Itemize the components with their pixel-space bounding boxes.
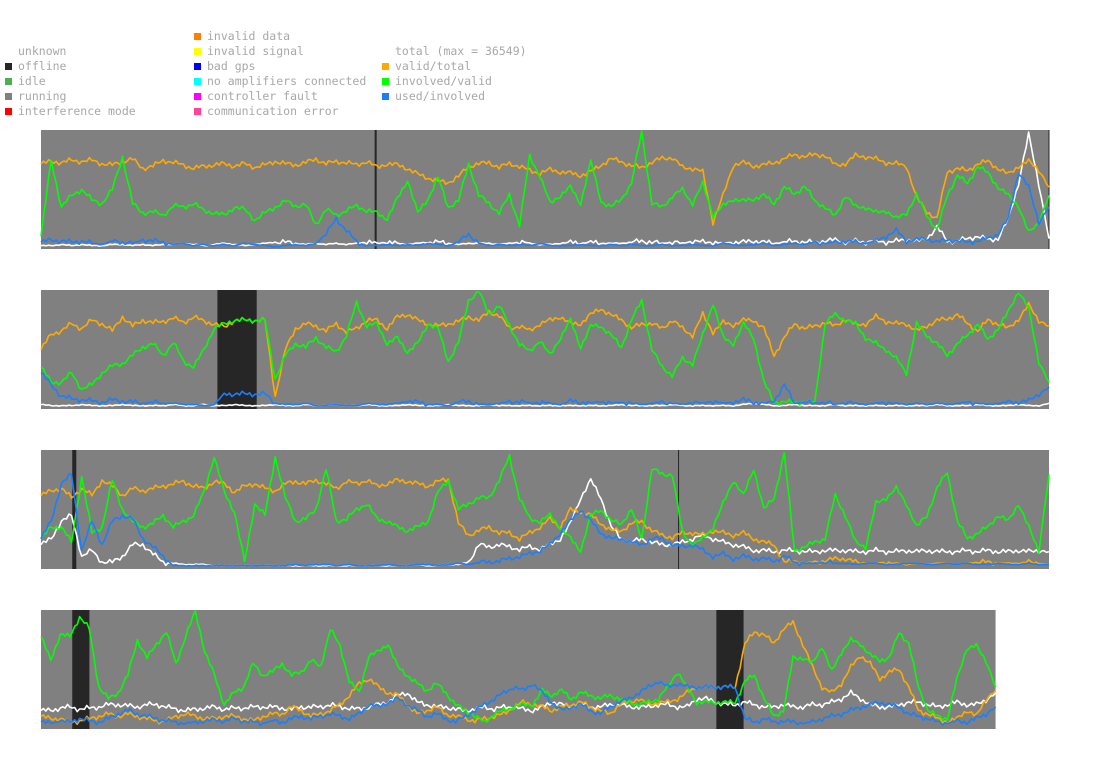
series-line-used-involved [40,473,1050,567]
series-line-involved-valid [40,130,1050,237]
legend-swatch [194,63,201,70]
legend-label: invalid signal [207,44,304,58]
legend-swatch [194,33,201,40]
series-line-used-involved [40,680,997,727]
legend-swatch [382,63,389,70]
legend-swatch [382,48,389,55]
series-line-used-involved [40,173,1050,248]
legend-swatch [194,108,201,115]
legend-swatch [194,48,201,55]
series-line-used-involved [40,372,1050,407]
series-line-valid-total [40,301,1050,397]
panel-running-background [41,290,1049,409]
legend-swatch [194,78,201,85]
chart-panel-4 [40,610,997,729]
chart-panel-1 [40,130,1050,249]
offline-span [374,130,377,249]
series-line-involved-valid [40,610,997,723]
legend-label: involved/valid [395,74,492,88]
legend-label: interference mode [18,104,136,118]
legend-swatch [5,78,12,85]
series-line-valid-total [40,152,1050,226]
legend-label: offline [18,59,67,73]
legend-swatch [5,93,12,100]
legend-swatch [194,93,201,100]
legend-swatch [5,108,12,115]
legend-swatch [5,48,12,55]
legend-label: bad gps [207,59,256,73]
offline-span [1048,130,1050,249]
legend-label: communication error [207,104,339,118]
legend-label: valid/total [395,59,472,73]
legend-label: running [18,89,67,103]
offline-span [72,450,77,569]
offline-span [217,290,257,409]
chart-panel-2 [40,290,1050,409]
legend-label: no amplifiers connected [207,74,367,88]
panel-running-background [41,450,1049,569]
legend-label: used/involved [395,89,486,103]
series-line-involved-valid [40,452,1050,563]
series-line-valid-total [40,477,1050,567]
series-line-valid-total [40,620,997,725]
legend-label: controller fault [207,89,318,103]
chart-panel-3 [40,450,1050,569]
legend-label: total (max = 36549) [395,44,527,58]
legend-label: unknown [18,44,67,58]
legend-label: idle [18,74,46,88]
offline-span [72,610,90,729]
series-line-involved-valid [40,291,1050,406]
legend-swatch [5,63,12,70]
legend-swatch [382,93,389,100]
legend-swatch [382,78,389,85]
legend-label: invalid data [207,29,291,43]
series-line-total [40,689,997,714]
